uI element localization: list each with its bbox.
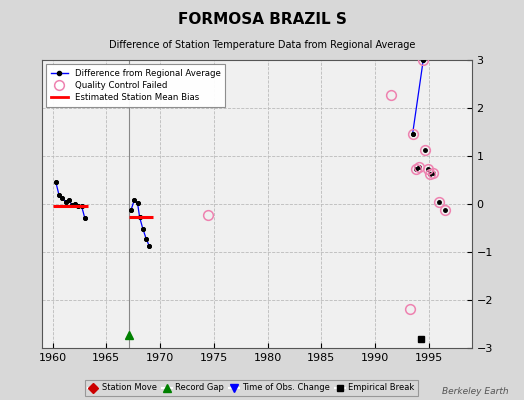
Text: FORMOSA BRAZIL S: FORMOSA BRAZIL S: [178, 12, 346, 27]
Legend: Station Move, Record Gap, Time of Obs. Change, Empirical Break: Station Move, Record Gap, Time of Obs. C…: [85, 380, 418, 396]
Text: Berkeley Earth: Berkeley Earth: [442, 387, 508, 396]
Legend: Difference from Regional Average, Quality Control Failed, Estimated Station Mean: Difference from Regional Average, Qualit…: [46, 64, 225, 107]
Text: Difference of Station Temperature Data from Regional Average: Difference of Station Temperature Data f…: [109, 40, 415, 50]
